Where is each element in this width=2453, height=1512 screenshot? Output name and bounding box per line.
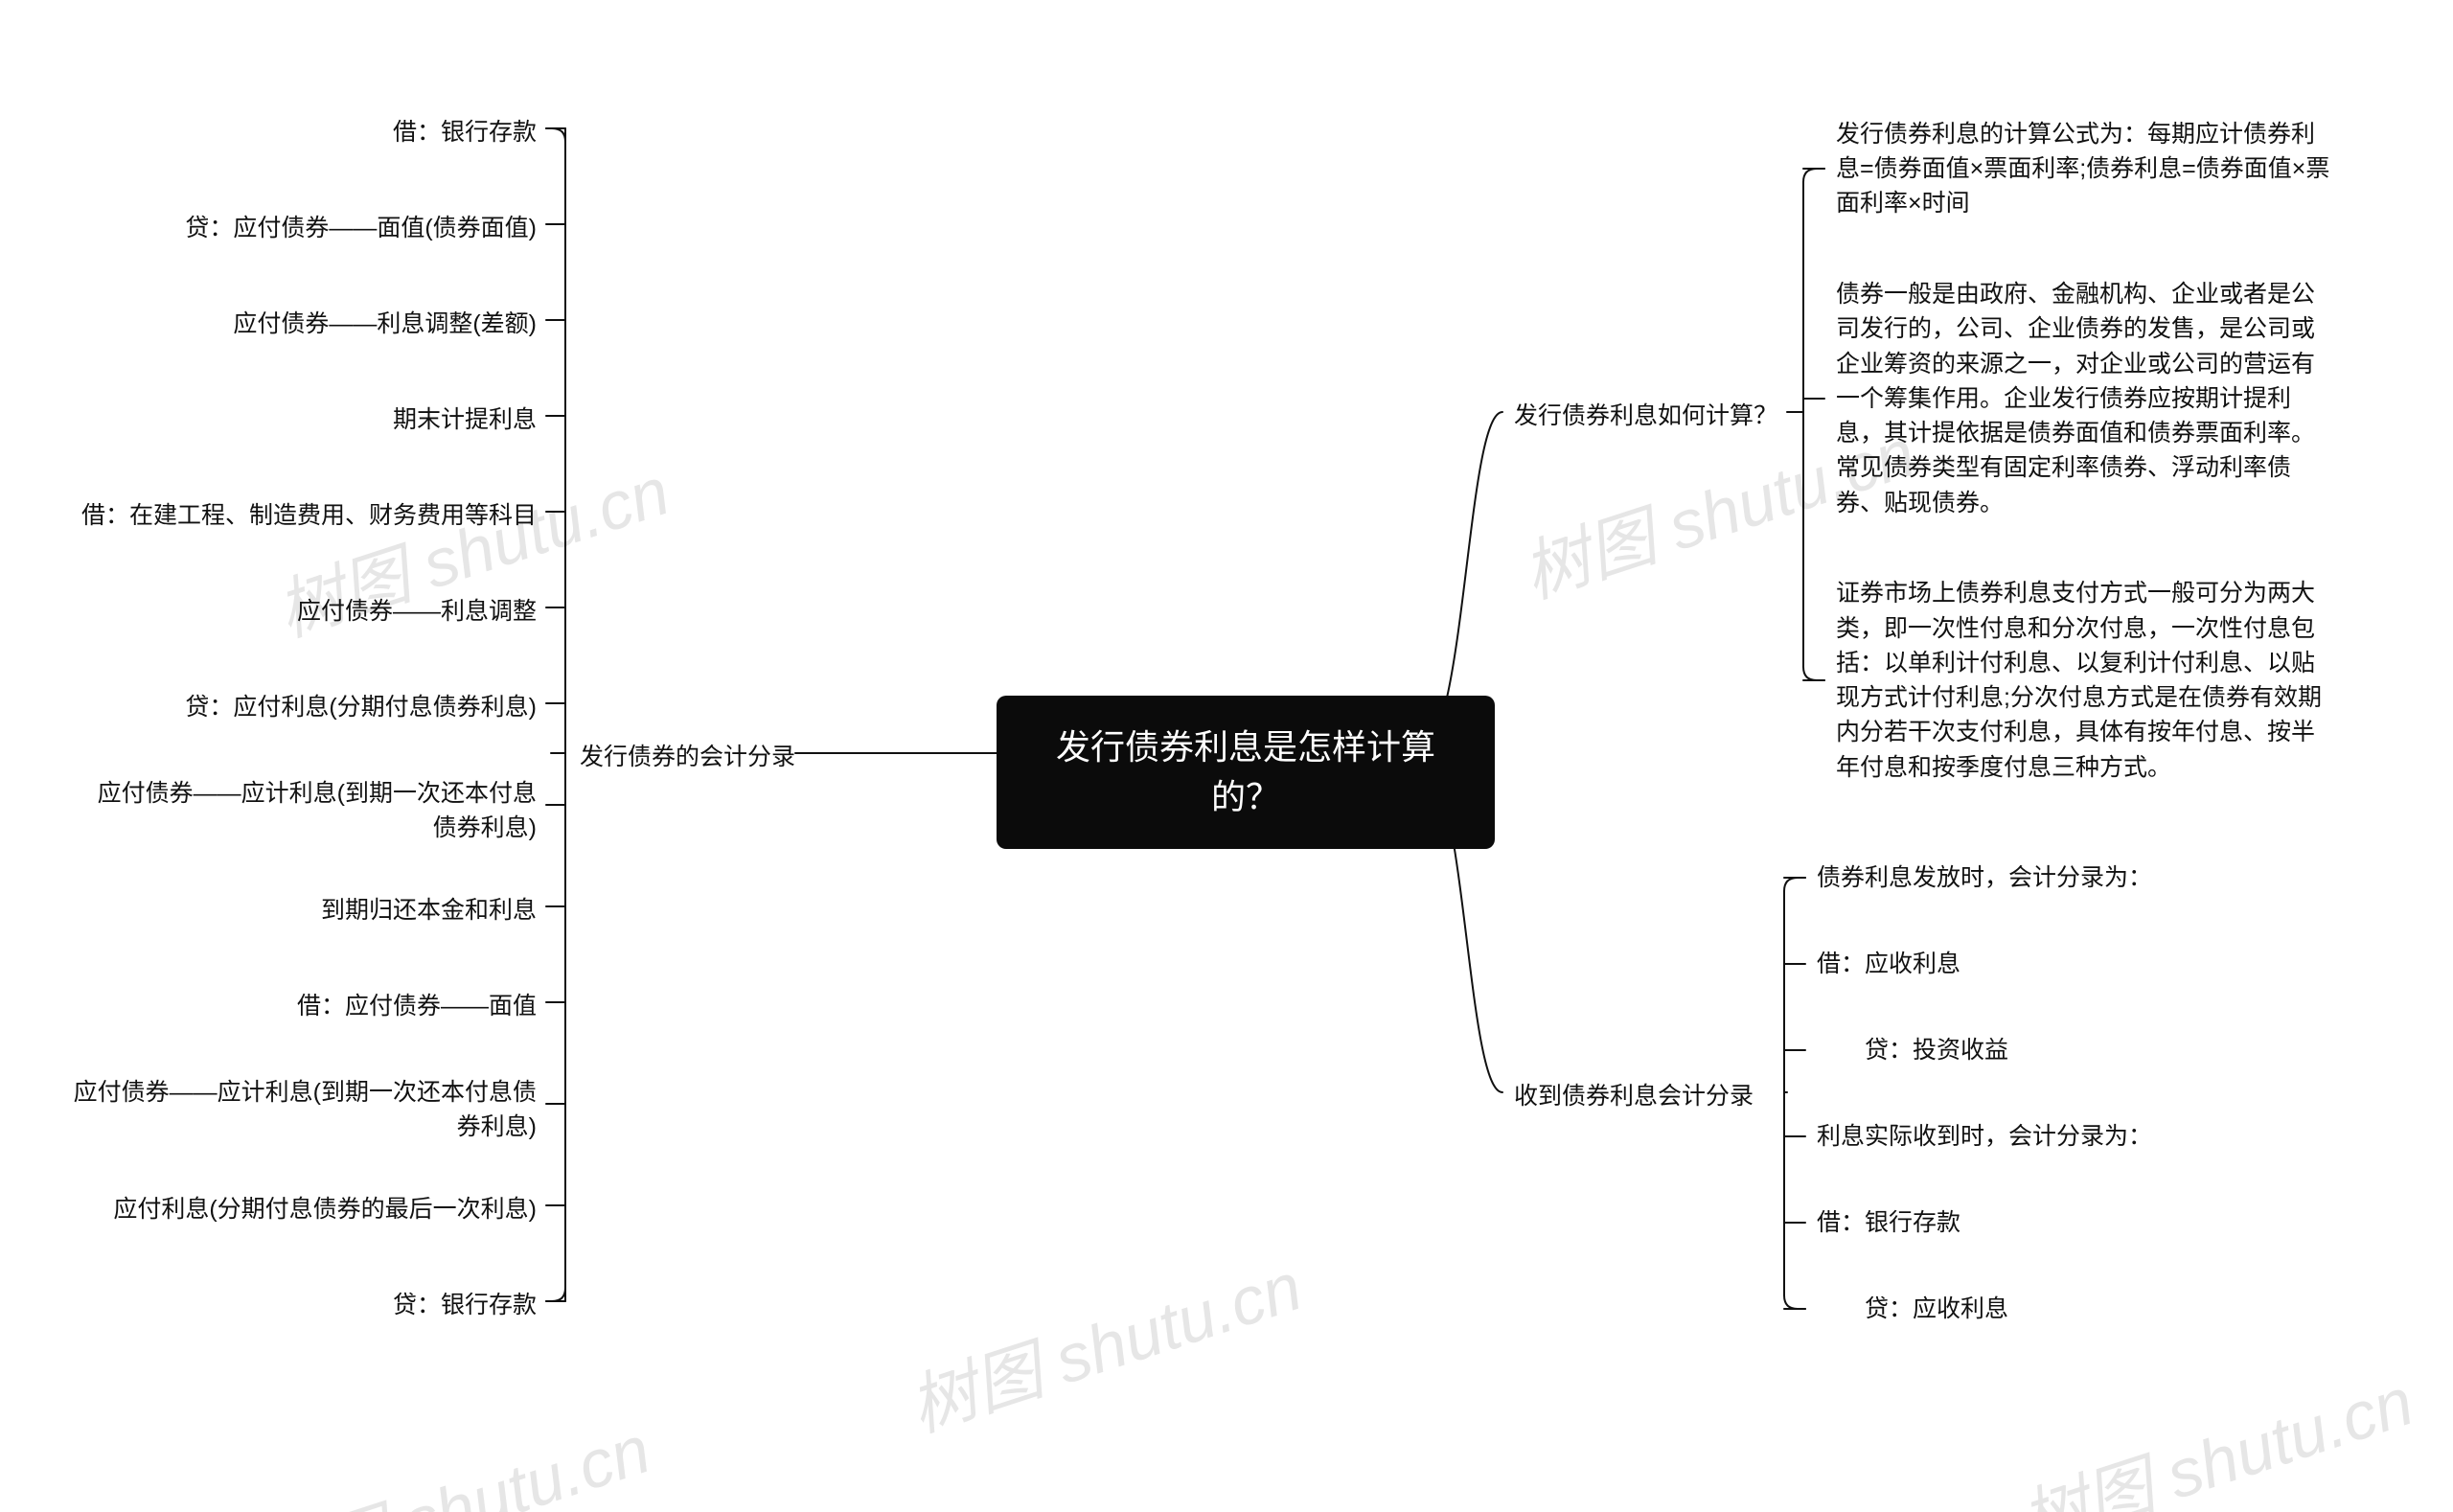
right-branch-1-label-text: 发行债券利息如何计算？ [1514,402,1777,429]
left-leaf-text: 期末计提利息 [393,406,537,433]
left-leaf: 贷：应付债券——面值(债券面值) [38,211,537,245]
left-leaf: 借：应付债券——面值 [38,989,537,1023]
left-leaf-text: 应付债券——利息调整(差额) [233,310,537,337]
left-leaf: 应付债券——应计利息(到期一次还本付息债券利息) [57,1075,537,1145]
watermark: 树图 shutu.cn [2007,1348,2424,1512]
right-leaf: 证券市场上债券利息支付方式一般可分为两大类，即一次性付息和分次付息，一次性付息包… [1836,576,2334,785]
left-leaf-text: 借：银行存款 [393,119,537,146]
left-leaf: 借：在建工程、制造费用、财务费用等科目 [38,498,537,533]
mindmap-stage: 树图 shutu.cn 树图 shutu.cn 树图 shutu.cn 树图 s… [0,0,2453,1512]
center-node: 发行债券利息是怎样计算的？ [997,696,1495,849]
right-leaf: 利息实际收到时，会计分录为： [1817,1119,2315,1154]
left-branch-label: 发行债券的会计分录 [551,740,795,774]
left-leaf: 应付债券——应计利息(到期一次还本付息债券利息) [96,776,537,846]
left-leaf: 应付债券——利息调整 [38,594,537,629]
watermark: 树图 shutu.cn [896,1233,1313,1451]
right-leaf-text: 借：银行存款 [1817,1209,1960,1236]
right-leaf-text: 发行债券利息的计算公式为：每期应计债券利息=债券面值×票面利率;债券利息=债券面… [1836,121,2329,218]
left-leaf-text: 应付债券——应计利息(到期一次还本付息债券利息) [74,1079,537,1140]
left-leaf-text: 应付债券——应计利息(到期一次还本付息债券利息) [98,780,537,841]
left-leaf: 贷：应付利息(分期付息债券利息) [38,690,537,724]
left-leaf-text: 借：在建工程、制造费用、财务费用等科目 [81,502,537,529]
left-leaf-text: 应付利息(分期付息债券的最后一次利息) [113,1196,537,1223]
left-leaf: 应付债券——利息调整(差额) [38,307,537,341]
left-leaf-text: 借：应付债券——面值 [297,993,537,1019]
right-leaf-text: 贷：应收利息 [1817,1295,2008,1322]
left-leaf-text: 到期归还本金和利息 [321,897,537,924]
left-leaf: 期末计提利息 [38,402,537,437]
right-leaf-text: 借：应收利息 [1817,951,1960,977]
left-leaf: 到期归还本金和利息 [38,893,537,928]
left-leaf-text: 贷：银行存款 [393,1292,537,1318]
right-branch-1-label: 发行债券利息如何计算？ [1514,399,1801,433]
right-branch-2-label: 收到债券利息会计分录 [1514,1079,1792,1113]
watermark: 树图 shutu.cn [244,1396,661,1512]
right-leaf: 债券一般是由政府、金融机构、企业或者是公司发行的，公司、企业债券的发售，是公司或… [1836,277,2334,520]
left-leaf: 借：银行存款 [38,115,537,149]
left-branch-label-text: 发行债券的会计分录 [580,744,795,770]
left-leaf-text: 贷：应付利息(分期付息债券利息) [185,694,537,721]
center-node-text: 发行债券利息是怎样计算的？ [1056,727,1435,816]
left-leaf: 贷：银行存款 [38,1288,537,1322]
right-leaf-text: 贷：投资收益 [1817,1037,2008,1064]
right-leaf: 借：银行存款 [1817,1205,2315,1240]
right-leaf: 发行债券利息的计算公式为：每期应计债券利息=债券面值×票面利率;债券利息=债券面… [1836,117,2334,221]
right-leaf: 借：应收利息 [1817,947,2315,981]
left-leaf-text: 应付债券——利息调整 [297,598,537,625]
right-leaf-text: 证券市场上债券利息支付方式一般可分为两大类，即一次性付息和分次付息，一次性付息包… [1836,580,2322,780]
right-leaf-text: 利息实际收到时，会计分录为： [1817,1123,2152,1150]
right-branch-2-label-text: 收到债券利息会计分录 [1514,1083,1754,1110]
right-leaf: 债券利息发放时，会计分录为： [1817,860,2315,895]
right-leaf-text: 债券一般是由政府、金融机构、企业或者是公司发行的，公司、企业债券的发售，是公司或… [1836,281,2315,516]
right-leaf-text: 债券利息发放时，会计分录为： [1817,864,2152,891]
right-leaf: 贷：应收利息 [1817,1292,2315,1326]
right-leaf: 贷：投资收益 [1817,1033,2315,1067]
left-leaf: 应付利息(分期付息债券的最后一次利息) [38,1192,537,1226]
left-leaf-text: 贷：应付债券——面值(债券面值) [185,215,537,241]
